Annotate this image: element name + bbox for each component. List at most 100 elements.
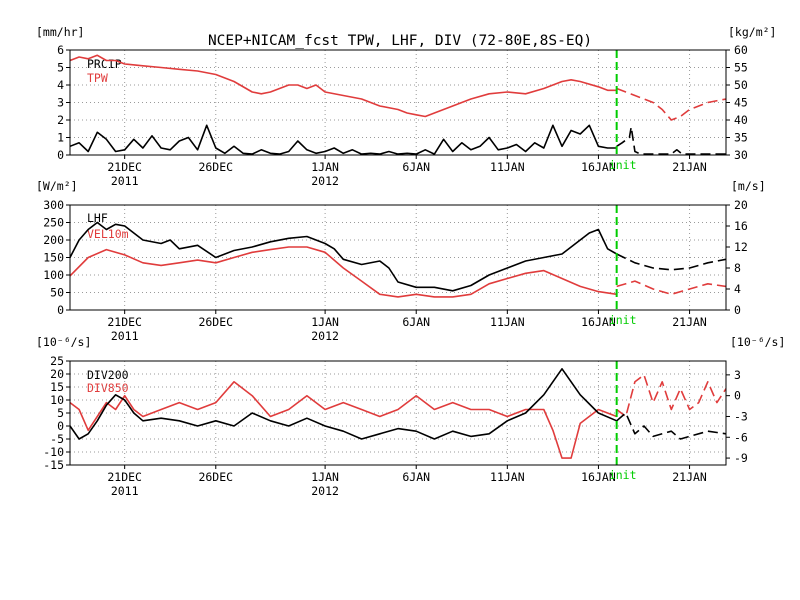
- series-div200-analysis: [70, 368, 618, 440]
- left-tick-label: 0: [57, 303, 64, 317]
- x-tick-year: 2011: [111, 329, 139, 343]
- left-tick-label: 2: [57, 113, 64, 127]
- left-tick-label: 100: [43, 268, 64, 282]
- left-tick-label: 20: [50, 367, 64, 381]
- left-tick-label: 6: [57, 43, 64, 57]
- x-tick-label: 1JAN: [311, 315, 339, 329]
- legend-tpw: TPW: [87, 71, 108, 85]
- x-tick-label: 21JAN: [672, 315, 707, 329]
- left-tick-label: 200: [43, 233, 64, 247]
- x-tick-year: 2011: [111, 174, 139, 188]
- x-tick-label: 6JAN: [402, 470, 430, 484]
- right-tick-label: 16: [734, 219, 748, 233]
- series-tpw-analysis: [70, 54, 617, 118]
- x-tick-label: 26DEC: [198, 160, 233, 174]
- left-tick-label: 4: [57, 78, 64, 92]
- x-tick-label: 1JAN: [311, 160, 339, 174]
- x-tick-label: 11JAN: [490, 470, 525, 484]
- series-prcip-analysis: [70, 124, 617, 155]
- legend-vel10m: VEL10m: [87, 227, 129, 241]
- x-tick-label: 6JAN: [402, 315, 430, 329]
- right-tick-label: -9: [734, 451, 748, 465]
- x-tick-label: 16JAN: [581, 315, 616, 329]
- x-tick-label: 11JAN: [490, 315, 525, 329]
- left-tick-label: -15: [43, 458, 64, 472]
- right-tick-label: 3: [734, 368, 741, 382]
- x-tick-year: 2012: [311, 174, 339, 188]
- right-tick-label: 40: [734, 113, 748, 127]
- panel2-left-unit: [W/m²]: [36, 179, 78, 193]
- left-tick-label: 25: [50, 354, 64, 368]
- panel-series: [70, 54, 726, 155]
- right-tick-label: 8: [734, 261, 741, 275]
- right-tick-label: 4: [734, 282, 741, 296]
- panel-lhf-vel: [W/m²] [m/s] LHF VEL10m: [36, 179, 766, 241]
- panel-frame: [69, 49, 727, 156]
- x-tick-year: 2012: [311, 484, 339, 498]
- series-div850-analysis: [70, 381, 617, 459]
- x-tick-label: 26DEC: [198, 470, 233, 484]
- left-tick-label: 150: [43, 251, 64, 265]
- left-tick-label: 15: [50, 380, 64, 394]
- init-label: init: [609, 158, 637, 172]
- init-label: init: [609, 468, 637, 482]
- x-tick-label: 21DEC: [107, 470, 142, 484]
- left-tick-label: 1: [57, 131, 64, 145]
- left-tick-label: 10: [50, 393, 64, 407]
- x-tick-label: 16JAN: [581, 160, 616, 174]
- series-div200-forecast: [616, 412, 726, 440]
- legend-div200: DIV200: [87, 368, 129, 382]
- right-tick-label: -3: [734, 409, 748, 423]
- legend-lhf: LHF: [87, 211, 108, 225]
- panel1-left-unit: [mm/hr]: [36, 25, 84, 39]
- panel1-right-unit: [kg/m²]: [728, 25, 776, 39]
- series-lhf-analysis: [70, 221, 618, 292]
- right-tick-label: 30: [734, 148, 748, 162]
- right-tick-label: -6: [734, 430, 748, 444]
- right-tick-label: 20: [734, 198, 748, 212]
- panel-series: [70, 368, 726, 459]
- right-tick-label: 45: [734, 96, 748, 110]
- x-tick-year: 2012: [311, 329, 339, 343]
- x-tick-year: 2011: [111, 484, 139, 498]
- legend-div850: DIV850: [87, 381, 129, 395]
- series-div850-forecast: [616, 374, 726, 418]
- x-tick-label: 6JAN: [402, 160, 430, 174]
- right-tick-label: 12: [734, 240, 748, 254]
- right-tick-label: 35: [734, 131, 748, 145]
- x-tick-label: 11JAN: [490, 160, 525, 174]
- x-tick-label: 1JAN: [311, 470, 339, 484]
- x-tick-label: 16JAN: [581, 470, 616, 484]
- init-label: init: [609, 313, 637, 327]
- panel-series: [70, 221, 726, 298]
- panel-frame: [69, 204, 727, 311]
- panel3-left-unit: [10⁻⁶/s]: [36, 335, 91, 349]
- panel-3-plot: -15-10-50510152025-9-6-30321DEC201126DEC…: [43, 354, 748, 498]
- right-tick-label: 0: [734, 303, 741, 317]
- panel3-right-unit: [10⁻⁶/s]: [730, 335, 785, 349]
- panel-div: [10⁻⁶/s] [10⁻⁶/s] DIV200 DIV850: [36, 335, 785, 395]
- panel-frame: [69, 360, 727, 466]
- x-tick-label: 26DEC: [198, 315, 233, 329]
- x-tick-label: 21JAN: [672, 470, 707, 484]
- right-tick-label: 55: [734, 61, 748, 75]
- x-tick-label: 21DEC: [107, 315, 142, 329]
- series-prcip-forecast: [616, 126, 726, 155]
- left-tick-label: 300: [43, 198, 64, 212]
- left-tick-label: 5: [57, 61, 64, 75]
- series-lhf-forecast: [616, 253, 726, 271]
- right-tick-label: 0: [734, 389, 741, 403]
- chart-title: NCEP+NICAM_fcst TPW, LHF, DIV (72-80E,8S…: [208, 33, 592, 49]
- left-tick-label: 5: [57, 406, 64, 420]
- left-tick-label: 0: [57, 148, 64, 162]
- panel2-right-unit: [m/s]: [731, 179, 766, 193]
- left-tick-label: 250: [43, 216, 64, 230]
- x-tick-label: 21DEC: [107, 160, 142, 174]
- right-tick-label: 60: [734, 43, 748, 57]
- left-tick-label: -5: [50, 432, 64, 446]
- left-tick-label: 3: [57, 96, 64, 110]
